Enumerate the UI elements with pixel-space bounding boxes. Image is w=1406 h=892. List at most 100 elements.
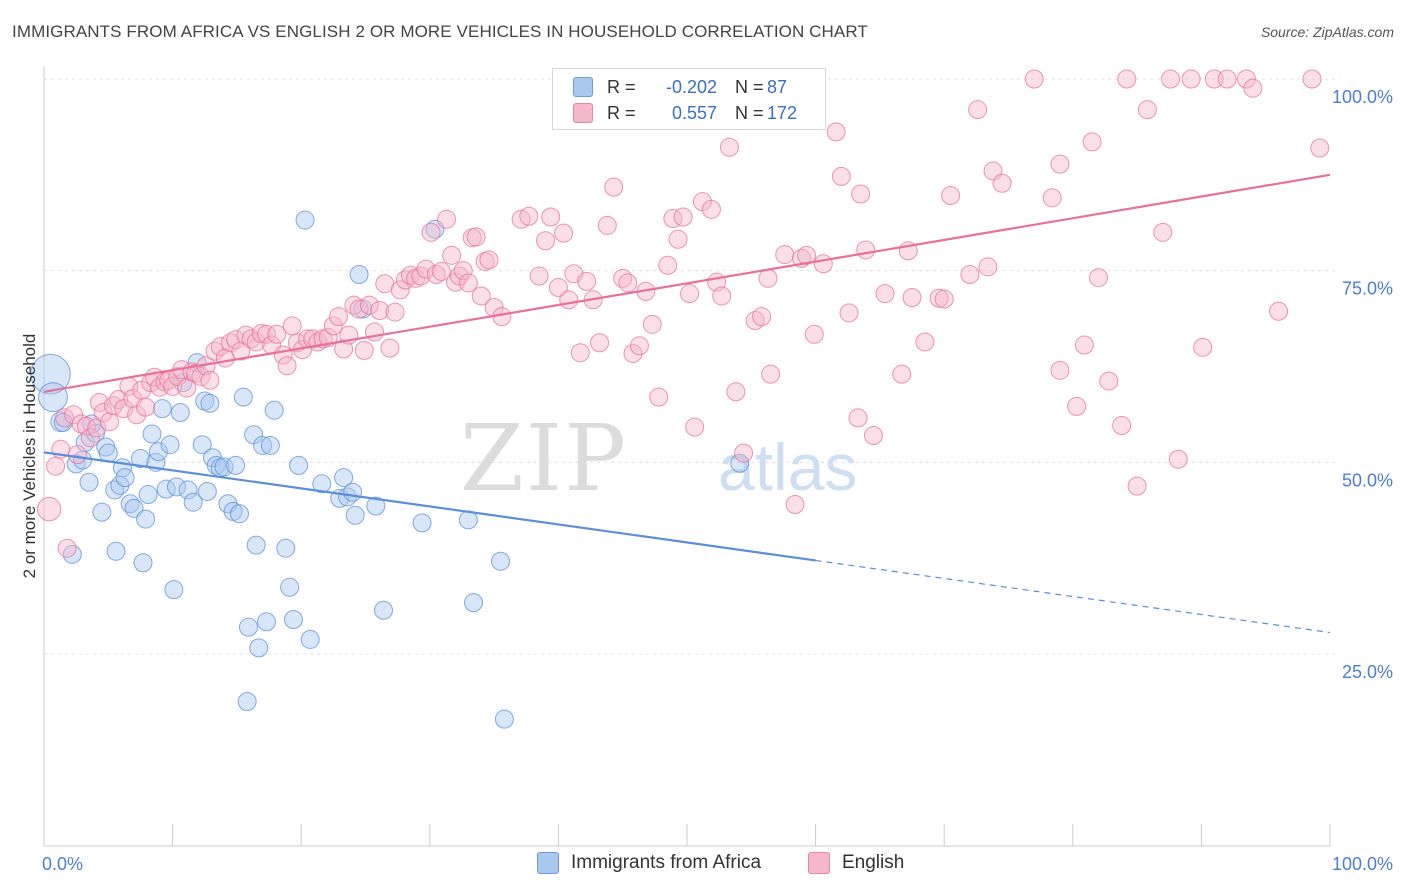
point-english bbox=[851, 184, 871, 204]
point-english bbox=[226, 330, 246, 350]
legend-swatch-immigrants bbox=[537, 852, 559, 874]
point-immigrants bbox=[312, 474, 332, 494]
point-english bbox=[529, 266, 549, 286]
point-immigrants bbox=[115, 468, 135, 488]
point-english bbox=[597, 215, 617, 235]
legend-item-immigrants[interactable]: Immigrants from Africa bbox=[537, 852, 761, 874]
point-english bbox=[1236, 69, 1256, 89]
point-english bbox=[559, 290, 579, 310]
point-english bbox=[277, 356, 297, 376]
point-immigrants bbox=[343, 482, 363, 502]
point-immigrants bbox=[192, 435, 212, 455]
point-english bbox=[1181, 69, 1201, 89]
point-english bbox=[100, 412, 120, 432]
point-immigrants bbox=[280, 577, 300, 597]
point-english bbox=[323, 316, 343, 336]
point-english bbox=[1050, 154, 1070, 174]
point-immigrants bbox=[233, 387, 253, 407]
point-english bbox=[349, 299, 369, 319]
point-immigrants bbox=[166, 477, 186, 497]
point-english bbox=[618, 273, 638, 293]
point-english bbox=[453, 261, 473, 281]
point-immigrants bbox=[62, 544, 82, 564]
point-english bbox=[282, 316, 302, 336]
point-english bbox=[604, 177, 624, 197]
point-english bbox=[36, 496, 62, 522]
point-english bbox=[1112, 416, 1132, 436]
point-english bbox=[437, 209, 457, 229]
x-tick-label: 100.0% bbox=[1332, 854, 1393, 874]
correlation-legend: R = -0.202 N = 87 R = 0.557 N = 172 bbox=[552, 68, 826, 130]
point-english bbox=[1153, 222, 1173, 242]
point-english bbox=[1193, 337, 1213, 357]
point-english bbox=[89, 393, 109, 413]
point-english bbox=[649, 387, 669, 407]
point-english bbox=[67, 445, 87, 465]
point-immigrants bbox=[246, 535, 266, 555]
point-english bbox=[390, 280, 410, 300]
point-english bbox=[752, 307, 772, 327]
point-immigrants bbox=[183, 492, 203, 512]
point-immigrants bbox=[30, 353, 71, 395]
point-english bbox=[541, 207, 561, 227]
y-tick-label: 50.0% bbox=[1342, 470, 1393, 490]
point-english bbox=[590, 333, 610, 353]
point-immigrants bbox=[260, 435, 280, 455]
point-english bbox=[934, 289, 954, 309]
point-english bbox=[200, 370, 220, 390]
point-immigrants bbox=[197, 481, 217, 501]
point-immigrants bbox=[79, 472, 99, 492]
point-english bbox=[813, 254, 833, 274]
trend-lines bbox=[43, 173, 1331, 634]
point-english bbox=[1302, 69, 1322, 89]
series-legend: Immigrants from Africa English bbox=[0, 852, 1406, 878]
point-immigrants bbox=[237, 692, 257, 712]
point-english bbox=[365, 322, 385, 342]
point-english bbox=[915, 332, 935, 352]
point-english bbox=[1127, 476, 1147, 496]
point-english bbox=[577, 271, 597, 291]
point-immigrants bbox=[142, 424, 162, 444]
legend-swatch-english bbox=[573, 103, 593, 123]
point-english bbox=[241, 329, 261, 349]
point-english bbox=[831, 166, 851, 186]
point-english bbox=[623, 343, 643, 363]
watermark: ZIP atlas bbox=[460, 405, 858, 512]
point-english bbox=[536, 231, 556, 251]
point-english bbox=[629, 336, 649, 356]
point-english bbox=[416, 259, 436, 279]
legend-n-label: N = bbox=[735, 102, 764, 123]
point-immigrants bbox=[295, 210, 315, 230]
point-immigrants bbox=[136, 509, 156, 529]
point-english bbox=[1089, 268, 1109, 288]
point-english bbox=[57, 538, 77, 558]
point-english bbox=[421, 222, 441, 242]
point-immigrants bbox=[164, 580, 184, 600]
legend-n-value: 87 bbox=[767, 76, 788, 97]
point-immigrants bbox=[264, 400, 284, 420]
point-english bbox=[804, 324, 824, 344]
point-immigrants bbox=[276, 538, 296, 558]
point-immigrants bbox=[345, 505, 365, 525]
trend-line-immigrants bbox=[43, 451, 816, 562]
point-english bbox=[863, 426, 883, 445]
point-english bbox=[1161, 69, 1181, 89]
point-immigrants bbox=[349, 265, 369, 284]
point-english bbox=[570, 343, 590, 363]
point-immigrants bbox=[178, 480, 198, 500]
legend-r-label: R = bbox=[607, 76, 636, 97]
point-english bbox=[519, 206, 539, 226]
legend-label-immigrants: Immigrants from Africa bbox=[571, 852, 762, 873]
point-english bbox=[548, 278, 568, 298]
legend-row-immigrants: R = -0.202 N = 87 bbox=[573, 75, 787, 99]
point-english bbox=[109, 389, 129, 409]
point-immigrants bbox=[106, 541, 126, 561]
point-english bbox=[267, 324, 287, 344]
point-english bbox=[1137, 100, 1157, 120]
point-english bbox=[328, 307, 348, 327]
point-immigrants bbox=[253, 435, 273, 455]
y-axis-label: 2 or more Vehicles in Household bbox=[20, 333, 39, 579]
legend-item-english[interactable]: English bbox=[808, 852, 904, 874]
point-english bbox=[978, 257, 998, 277]
